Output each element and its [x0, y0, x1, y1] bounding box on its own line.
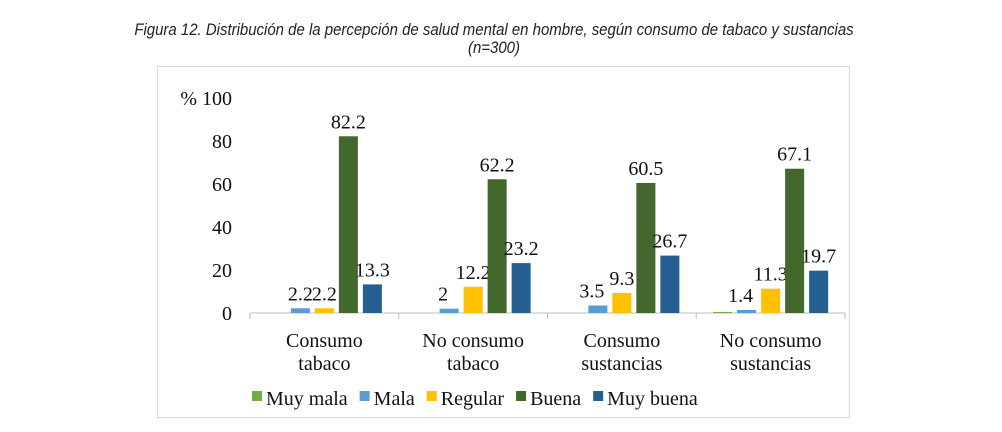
data-label: 2 [438, 284, 448, 306]
bar-buena [785, 168, 805, 313]
data-label: 1.4 [728, 285, 753, 307]
bar-regular [314, 308, 334, 313]
data-label: 26.7 [652, 231, 687, 253]
legend-label: Muy buena [607, 388, 698, 410]
category-label: Consumo [286, 330, 363, 352]
bar-regular [612, 293, 632, 313]
y-tick-label: 40 [212, 217, 232, 239]
data-label: 2.2 [288, 283, 313, 305]
category-label: Consumo [584, 330, 661, 352]
category-label: tabaco [447, 353, 499, 375]
data-label: 3.5 [579, 280, 604, 302]
data-label: 82.2 [331, 111, 366, 133]
category-label: sustancias [730, 353, 811, 375]
legend-label: Regular [441, 388, 505, 410]
bar-muy-buena [809, 270, 829, 313]
bar-buena [338, 136, 358, 313]
chart-frame [157, 66, 850, 418]
data-label: 13.3 [355, 259, 390, 281]
bar-regular [463, 286, 483, 313]
category-label: sustancias [581, 353, 662, 375]
bar-muy-buena [660, 255, 680, 313]
category-label: No consumo [422, 330, 524, 352]
y-tick-label: 20 [212, 260, 232, 282]
y-tick-label: 0 [222, 303, 232, 325]
data-label: 23.2 [504, 238, 539, 260]
legend-label: Buena [530, 388, 581, 410]
legend-swatch [252, 391, 262, 401]
data-label: 9.3 [609, 268, 634, 290]
category-label: No consumo [720, 330, 822, 352]
data-label: 12.2 [456, 262, 491, 284]
legend-swatch [426, 391, 437, 401]
chart-title: Figura 12. Distribución de la percepción… [134, 20, 854, 39]
legend-swatch [516, 391, 527, 401]
bar-mala [439, 308, 459, 313]
legend-label: Mala [374, 388, 415, 410]
data-label: 2.2 [312, 283, 337, 305]
data-label: 11.3 [753, 264, 787, 286]
y-tick-label: 80 [212, 131, 232, 153]
data-label: 62.2 [480, 154, 515, 176]
bar-mala [290, 308, 310, 313]
chart-subtitle: (n=300) [467, 38, 520, 57]
bar-mala [737, 309, 757, 313]
bar-muy-mala [713, 311, 733, 313]
legend-label: Muy mala [266, 388, 348, 410]
category-label: tabaco [298, 353, 350, 375]
y-tick-label: % 100 [180, 88, 232, 110]
data-label: 67.1 [777, 144, 812, 166]
bar-muy-buena [362, 284, 382, 313]
bar-mala [588, 305, 608, 313]
y-tick-label: 60 [212, 174, 232, 196]
data-label: 60.5 [628, 158, 663, 180]
bar-regular [761, 288, 781, 313]
legend-swatch [359, 391, 370, 401]
bar-buena [487, 179, 507, 313]
bar-buena [636, 182, 656, 313]
bar-muy-buena [511, 263, 531, 313]
legend-swatch [593, 391, 604, 401]
data-label: 19.7 [801, 246, 836, 268]
